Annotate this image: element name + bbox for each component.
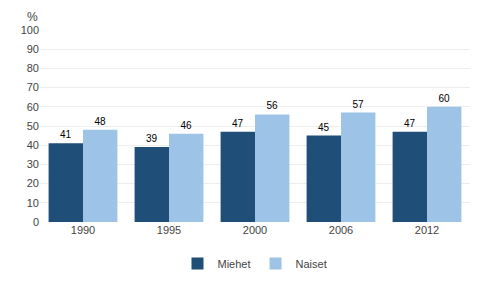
svg-text:Miehet: Miehet [218, 258, 251, 270]
svg-text:47: 47 [232, 118, 244, 129]
svg-text:56: 56 [266, 100, 278, 111]
svg-text:1995: 1995 [157, 224, 181, 236]
svg-text:1990: 1990 [71, 224, 95, 236]
svg-text:39: 39 [146, 133, 158, 144]
svg-text:0: 0 [33, 216, 39, 228]
svg-text:10: 10 [27, 197, 39, 209]
svg-text:40: 40 [27, 139, 39, 151]
svg-text:2012: 2012 [415, 224, 439, 236]
svg-text:50: 50 [27, 120, 39, 132]
svg-text:57: 57 [352, 99, 364, 110]
svg-text:60: 60 [438, 93, 450, 104]
svg-text:%: % [27, 10, 38, 24]
svg-text:45: 45 [318, 122, 330, 133]
svg-text:48: 48 [94, 116, 106, 127]
svg-text:47: 47 [404, 118, 416, 129]
svg-text:2006: 2006 [329, 224, 353, 236]
svg-text:46: 46 [180, 120, 192, 131]
svg-text:90: 90 [27, 43, 39, 55]
svg-text:41: 41 [60, 129, 72, 140]
svg-text:70: 70 [27, 81, 39, 93]
svg-text:80: 80 [27, 62, 39, 74]
svg-text:30: 30 [27, 158, 39, 170]
svg-text:20: 20 [27, 177, 39, 189]
svg-text:60: 60 [27, 101, 39, 113]
svg-text:2000: 2000 [243, 224, 267, 236]
svg-text:100: 100 [21, 24, 39, 36]
svg-text:Naiset: Naiset [296, 258, 327, 270]
